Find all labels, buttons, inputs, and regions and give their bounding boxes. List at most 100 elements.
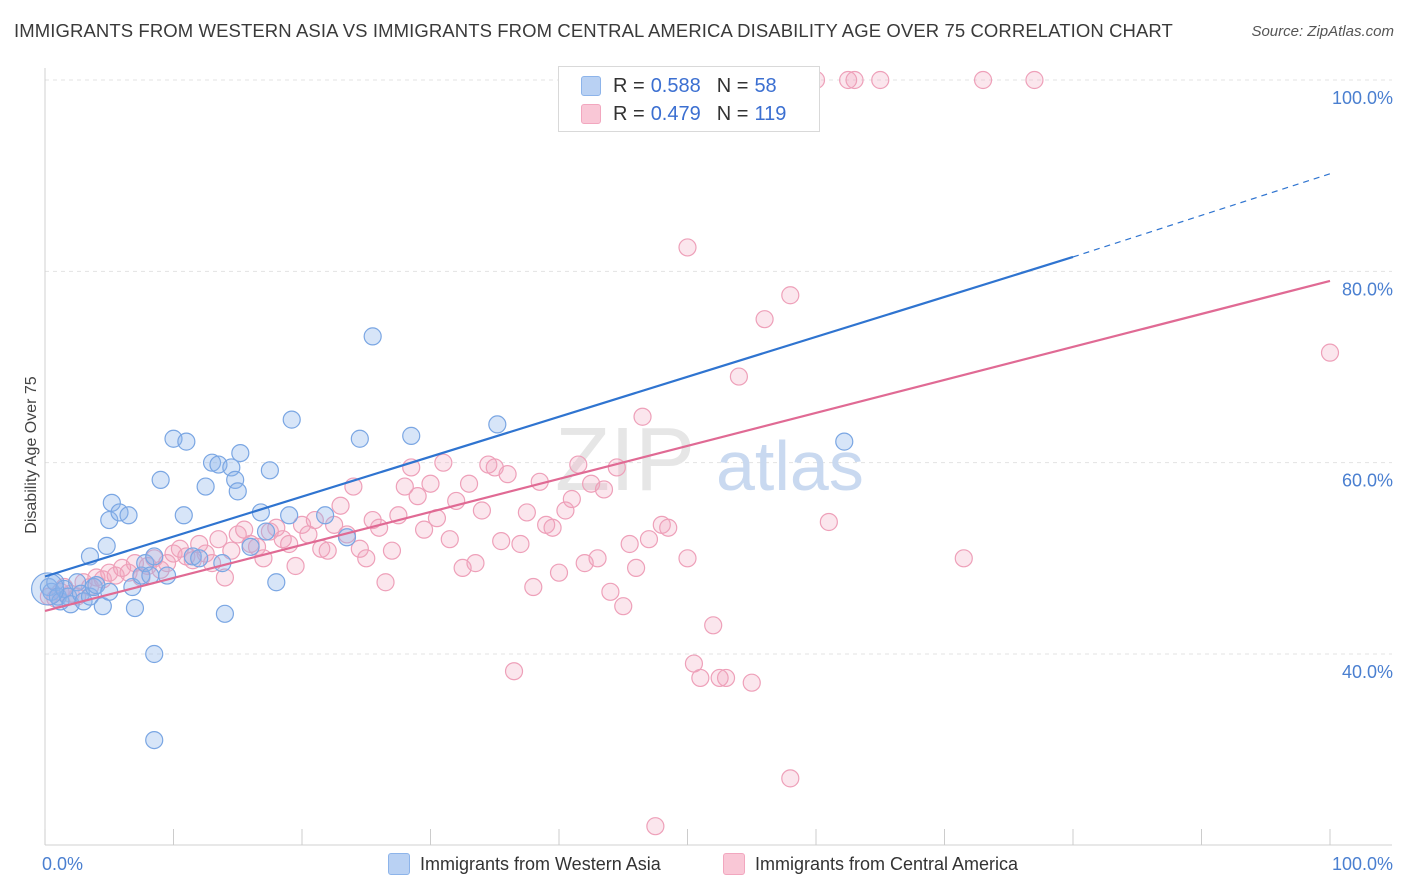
data-point: [241, 537, 260, 556]
chart-title: IMMIGRANTS FROM WESTERN ASIA VS IMMIGRAN…: [14, 20, 1173, 41]
data-point: [196, 477, 215, 496]
data-point: [729, 367, 749, 386]
data-point: [209, 530, 228, 549]
data-point: [626, 558, 646, 578]
data-point: [594, 480, 614, 499]
watermark-atlas: atlas: [716, 427, 864, 505]
data-point: [871, 70, 890, 90]
data-point: [102, 493, 121, 512]
data-point: [845, 70, 864, 90]
legend-r-label: R =: [613, 102, 645, 125]
grid-lines: [45, 79, 1392, 655]
data-point: [459, 474, 479, 493]
data-point: [710, 668, 729, 688]
data-point: [543, 518, 562, 537]
trend-line: [44, 279, 1331, 613]
data-point: [350, 429, 369, 448]
data-point: [119, 506, 138, 525]
legend-swatch-central-america: [581, 104, 601, 124]
data-point: [614, 597, 633, 616]
data-point: [601, 582, 620, 601]
data-point: [466, 554, 485, 573]
data-point: [562, 489, 581, 509]
legend-n-value: 119: [754, 102, 787, 125]
legend-row-central-america: R = 0.479 N = 119: [581, 101, 792, 127]
data-point: [1320, 343, 1340, 362]
data-point: [569, 455, 588, 474]
bottom-legend-swatch-western-asia: [388, 853, 410, 875]
bottom-legend-western-asia: Immigrants from Western Asia: [388, 852, 661, 876]
data-point: [973, 70, 993, 90]
data-point: [954, 549, 973, 568]
data-point: [781, 769, 800, 788]
y-tick-label: 80.0%: [1342, 279, 1393, 299]
y-tick-label: 100.0%: [1332, 88, 1393, 108]
data-point: [839, 70, 858, 90]
data-point: [280, 506, 299, 525]
data-point: [363, 327, 382, 346]
source-label: Source: ZipAtlas.com: [1251, 23, 1394, 40]
legend-r-value: 0.479: [650, 102, 701, 125]
data-point: [247, 537, 267, 556]
data-point: [145, 547, 164, 566]
data-point: [215, 604, 234, 623]
data-point: [472, 501, 491, 520]
data-point: [376, 573, 395, 592]
data-point: [286, 556, 305, 576]
data-point: [228, 482, 247, 501]
data-point: [511, 534, 530, 554]
y-axis-title: Disability Age Over 75: [23, 376, 40, 534]
data-point: [222, 541, 241, 560]
data-point: [215, 568, 234, 587]
data-point: [318, 541, 337, 560]
legend-n-value: 58: [754, 74, 777, 97]
tick-labels: 40.0% 60.0% 80.0% 100.0% 0.0% 100.0%: [42, 88, 1393, 874]
series-western-asia-points: [30, 327, 854, 750]
legend-row-western-asia: R = 0.588 N = 58: [581, 73, 783, 99]
data-point: [819, 512, 838, 532]
bottom-legend-label-central-america: Immigrants from Central America: [755, 853, 1019, 874]
data-point: [549, 563, 569, 582]
bottom-legend-central-america: Immigrants from Central America: [723, 852, 1018, 876]
data-point: [742, 673, 761, 692]
data-point: [151, 470, 170, 489]
data-point: [517, 503, 536, 522]
data-point: [633, 407, 652, 426]
y-tick-label: 40.0%: [1342, 662, 1393, 682]
data-point: [414, 520, 434, 539]
legend-r-label: R =: [613, 74, 645, 97]
data-point: [226, 470, 245, 489]
data-point: [781, 286, 800, 305]
data-point: [174, 506, 193, 525]
data-point: [835, 432, 854, 451]
data-point: [256, 522, 276, 541]
x-tick-label-min: 0.0%: [42, 854, 83, 874]
legend-n-label: N =: [716, 74, 749, 97]
data-point: [408, 487, 427, 506]
data-point: [492, 532, 511, 551]
legend-n-label: N =: [716, 102, 749, 125]
data-point: [395, 477, 414, 496]
trend-line-extension: [1072, 173, 1331, 258]
data-point: [639, 530, 659, 549]
data-point: [231, 444, 250, 463]
data-point: [282, 410, 301, 429]
data-point: [190, 549, 209, 568]
y-tick-label: 60.0%: [1342, 471, 1393, 491]
data-point: [145, 730, 164, 750]
data-point: [177, 432, 196, 451]
data-point: [678, 238, 697, 257]
data-point: [267, 573, 286, 592]
trend-line: [44, 255, 1074, 578]
data-point: [357, 549, 376, 568]
correlation-legend: R = 0.588 N = 58 R = 0.479 N = 119: [558, 66, 820, 132]
data-point: [678, 549, 697, 568]
legend-r-value: 0.588: [650, 74, 701, 97]
data-point: [755, 310, 774, 329]
data-point: [704, 616, 723, 635]
data-point: [620, 534, 639, 554]
data-point: [402, 426, 421, 445]
data-point: [350, 539, 369, 558]
data-point: [556, 501, 575, 520]
